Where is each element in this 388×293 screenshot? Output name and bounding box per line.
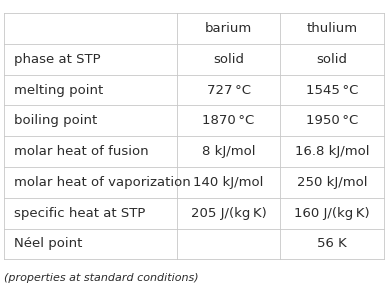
Text: molar heat of vaporization: molar heat of vaporization	[14, 176, 191, 189]
Text: melting point: melting point	[14, 84, 103, 97]
Text: 8 kJ/mol: 8 kJ/mol	[202, 145, 255, 158]
Text: 1870 °C: 1870 °C	[203, 114, 255, 127]
Text: 1545 °C: 1545 °C	[306, 84, 359, 97]
Text: Néel point: Néel point	[14, 237, 82, 251]
Text: 140 kJ/mol: 140 kJ/mol	[193, 176, 264, 189]
Text: 56 K: 56 K	[317, 237, 347, 251]
Text: molar heat of fusion: molar heat of fusion	[14, 145, 148, 158]
Text: thulium: thulium	[307, 22, 358, 35]
Text: solid: solid	[213, 53, 244, 66]
Text: boiling point: boiling point	[14, 114, 97, 127]
Text: 160 J/(kg K): 160 J/(kg K)	[294, 207, 370, 220]
Text: 1950 °C: 1950 °C	[306, 114, 359, 127]
Text: phase at STP: phase at STP	[14, 53, 100, 66]
Text: 250 kJ/mol: 250 kJ/mol	[297, 176, 367, 189]
Text: solid: solid	[317, 53, 348, 66]
Text: barium: barium	[205, 22, 252, 35]
Text: 205 J/(kg K): 205 J/(kg K)	[191, 207, 267, 220]
Text: 16.8 kJ/mol: 16.8 kJ/mol	[295, 145, 369, 158]
Text: (properties at standard conditions): (properties at standard conditions)	[4, 273, 199, 283]
Text: 727 °C: 727 °C	[206, 84, 251, 97]
Text: specific heat at STP: specific heat at STP	[14, 207, 145, 220]
